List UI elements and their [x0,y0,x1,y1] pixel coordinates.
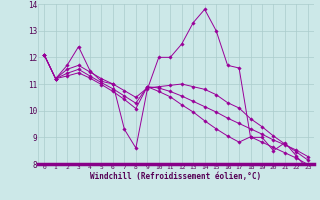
X-axis label: Windchill (Refroidissement éolien,°C): Windchill (Refroidissement éolien,°C) [91,172,261,181]
